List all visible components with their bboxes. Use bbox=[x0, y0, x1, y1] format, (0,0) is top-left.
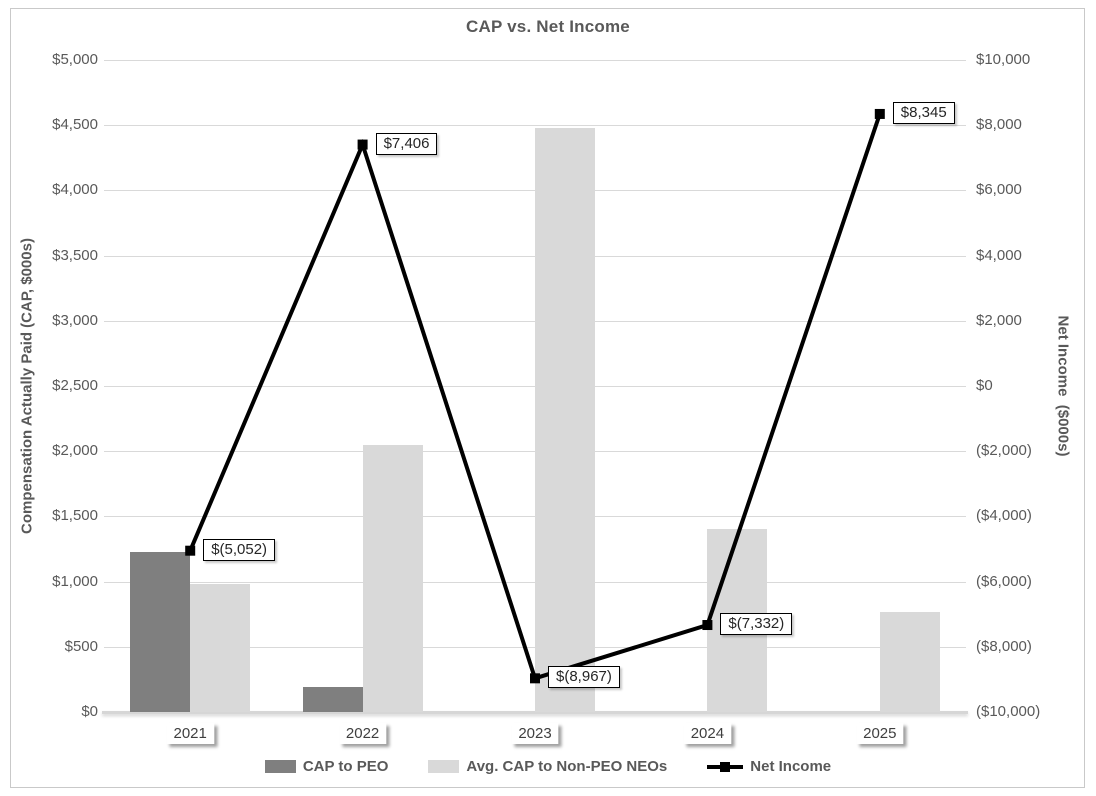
chart-title: CAP vs. Net Income bbox=[466, 17, 630, 36]
legend-line-marker-icon bbox=[707, 760, 744, 773]
legend-item-net-income: Net Income bbox=[707, 758, 831, 775]
bar-avg-cap-to-non-peo-neos-2025 bbox=[879, 611, 940, 712]
legend-label-avg-cap-to-non-peo-neos: Avg. CAP to Non-PEO NEOs bbox=[466, 758, 668, 775]
net-income-data-label-2023: $(8,967) bbox=[548, 666, 620, 689]
left-axis-tick-label: $1,000 bbox=[52, 572, 98, 590]
left-axis-tick-label: $2,500 bbox=[52, 377, 98, 394]
legend-label-cap-to-peo: CAP to PEO bbox=[302, 758, 389, 775]
legend-swatch-cap-to-peo bbox=[264, 760, 296, 773]
x-axis-line bbox=[102, 711, 968, 714]
net-income-data-label-2021: $(5,052) bbox=[203, 538, 276, 561]
bar-cap-to-peo-2022 bbox=[302, 687, 363, 712]
x-axis-label-2021: 2021 bbox=[166, 723, 214, 744]
right-axis-tick-label: ($6,000) bbox=[976, 572, 1032, 590]
bar-avg-cap-to-non-peo-neos-2023 bbox=[535, 128, 595, 712]
net-income-data-label-2022: $7,406 bbox=[375, 132, 438, 155]
legend-label-net-income: Net Income bbox=[750, 758, 832, 775]
x-axis-label-2024: 2024 bbox=[683, 723, 732, 744]
bar-avg-cap-to-non-peo-neos-2022 bbox=[362, 445, 423, 712]
right-axis-tick-label: $2,000 bbox=[976, 311, 1022, 329]
x-axis-label-2025: 2025 bbox=[856, 723, 904, 744]
right-axis-tick-label: ($10,000) bbox=[976, 703, 1041, 720]
left-axis-tick-label: $4,000 bbox=[52, 181, 98, 199]
left-axis-tick-label: $4,500 bbox=[52, 116, 98, 134]
legend-item-avg-cap-to-non-peo-neos: Avg. CAP to Non-PEO NEOs bbox=[428, 758, 667, 775]
net-income-data-label-2024: $(7,332) bbox=[720, 613, 793, 636]
gridline bbox=[104, 60, 966, 61]
bar-avg-cap-to-non-peo-neos-2021 bbox=[190, 583, 251, 712]
right-axis-tick-label: $6,000 bbox=[976, 181, 1022, 199]
net-income-data-label-2025: $8,345 bbox=[892, 101, 955, 124]
right-axis-tick-label: $8,000 bbox=[976, 116, 1022, 134]
bar-cap-to-peo-2021 bbox=[130, 551, 191, 712]
x-axis-label-2022: 2022 bbox=[338, 723, 387, 744]
right-axis-tick-label: $0 bbox=[976, 377, 993, 394]
x-axis-label-2023: 2023 bbox=[511, 723, 559, 744]
legend-item-cap-to-peo: CAP to PEO bbox=[264, 758, 389, 775]
left-axis-tick-label: $500 bbox=[64, 637, 98, 655]
left-axis-tick-label: $1,500 bbox=[52, 507, 98, 525]
right-axis-tick-label: $4,000 bbox=[976, 246, 1022, 264]
right-axis-tick-label: ($8,000) bbox=[976, 637, 1032, 655]
right-axis-tick-label: ($4,000) bbox=[976, 507, 1032, 525]
gridline bbox=[104, 125, 966, 127]
right-axis-tick-label: $10,000 bbox=[976, 51, 1031, 68]
legend-swatch-avg-cap-to-non-peo-neos bbox=[428, 760, 460, 773]
legend: CAP to PEO Avg. CAP to Non-PEO NEOs Net In… bbox=[0, 758, 1096, 775]
left-axis-tick-label: $5,000 bbox=[52, 51, 98, 68]
left-axis-tick-label: $3,500 bbox=[52, 246, 98, 264]
right-axis-tick-label: ($2,000) bbox=[976, 442, 1032, 460]
legend-line-square bbox=[720, 762, 731, 772]
left-axis-tick-label: $2,000 bbox=[52, 442, 98, 460]
left-axis-tick-label: $0 bbox=[81, 703, 98, 720]
left-axis-tick-label: $3,000 bbox=[52, 311, 98, 329]
